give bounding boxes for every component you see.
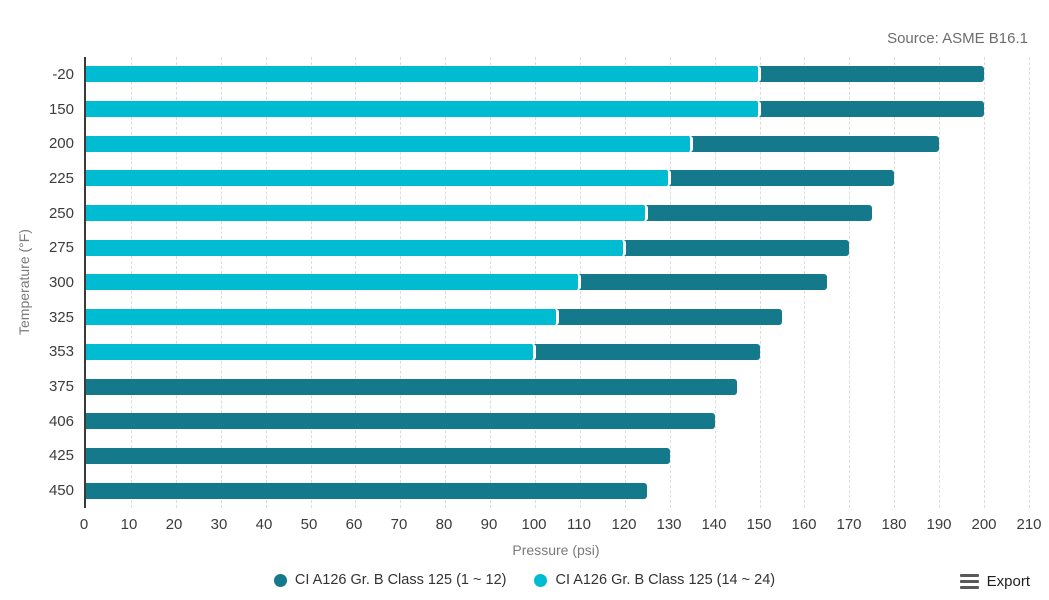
x-tick-label: 0 [79, 516, 89, 533]
bar-row [86, 439, 1029, 474]
x-tick-label: 130 [656, 516, 682, 533]
x-tick-label: 170 [836, 516, 862, 533]
bar-segment-class125-14-24 [86, 135, 693, 152]
y-axis-tick-labels: -20 150 200 225 250 275 300 325 353 375 406 425 450 [0, 57, 74, 508]
gridline [894, 57, 896, 508]
y-tick-label: 450 [48, 482, 74, 500]
gridline [984, 57, 986, 508]
x-tick-label: 120 [611, 516, 637, 533]
y-tick-label: 275 [48, 239, 74, 257]
bar-segment-class125-14-24 [86, 101, 760, 118]
x-tick-label: 140 [701, 516, 727, 533]
bar-row [86, 369, 1029, 404]
y-tick-label: 353 [48, 343, 74, 361]
bar-segment-class125-14-24 [86, 274, 580, 291]
bar-segment-class125-1-12 [86, 413, 715, 430]
y-tick-label: 250 [48, 204, 74, 222]
x-tick-label: 180 [881, 516, 907, 533]
hamburger-menu-icon [959, 574, 979, 589]
x-tick-label: 50 [300, 516, 318, 533]
y-tick-label: 300 [48, 273, 74, 291]
legend-item-class125-1-12[interactable]: CI A126 Gr. B Class 125 (1 ~ 12) [273, 572, 507, 588]
bar-segment-class125-14-24 [86, 66, 760, 83]
bar-segment-class125-14-24 [86, 170, 670, 187]
gridline [849, 57, 851, 508]
y-tick-label: 375 [48, 378, 74, 396]
x-tick-label: 30 [210, 516, 228, 533]
x-tick-label: 20 [165, 516, 183, 533]
bar-segment-class125-14-24 [86, 205, 648, 222]
bar-row [86, 57, 1029, 92]
x-tick-label: 190 [926, 516, 952, 533]
x-tick-label: 210 [1016, 516, 1042, 533]
bar-row [86, 404, 1029, 439]
legend-label: CI A126 Gr. B Class 125 (1 ~ 12) [294, 572, 507, 588]
bar-segment-class125-14-24 [86, 343, 536, 360]
bar-row [86, 230, 1029, 265]
x-tick-label: 150 [746, 516, 772, 533]
y-tick-label: 325 [48, 308, 74, 326]
export-button-label: Export [986, 573, 1030, 590]
x-axis-title: Pressure (psi) [512, 542, 600, 558]
y-tick-label: 225 [48, 169, 74, 187]
bar-segment-class125-1-12 [86, 378, 738, 395]
y-tick-label: 425 [48, 447, 74, 465]
gridline [1029, 57, 1030, 508]
x-tick-label: 60 [345, 516, 363, 533]
x-tick-label: 110 [567, 516, 591, 533]
x-tick-label: 100 [521, 516, 547, 533]
y-tick-label: -20 [52, 65, 74, 83]
gridline [939, 57, 941, 508]
bar-segment-class125-1-12 [86, 482, 648, 499]
legend-dot-icon [273, 573, 287, 587]
legend: CI A126 Gr. B Class 125 (1 ~ 12) CI A126… [0, 572, 1049, 588]
bar-row [86, 196, 1029, 231]
bar-row [86, 126, 1029, 161]
legend-dot-icon [534, 573, 548, 587]
y-tick-label: 406 [48, 412, 74, 430]
y-tick-label: 200 [48, 135, 74, 153]
bar-segment-class125-14-24 [86, 309, 558, 326]
x-tick-label: 80 [435, 516, 453, 533]
bar-row [86, 265, 1029, 300]
bar-segment-class125-14-24 [86, 239, 625, 256]
bar-row [86, 300, 1029, 335]
bar-segment-class125-1-12 [86, 447, 670, 464]
plot-area [84, 57, 1030, 508]
x-tick-label: 200 [971, 516, 997, 533]
x-tick-label: 160 [791, 516, 817, 533]
x-axis-tick-labels: 0 10 20 30 40 50 60 70 80 90 100 110 120 130 140 150 160… [80, 516, 1042, 534]
legend-label: CI A126 Gr. B Class 125 (14 ~ 24) [555, 572, 776, 588]
bar-row [86, 335, 1029, 370]
bar-row [86, 92, 1029, 127]
x-tick-label: 70 [390, 516, 408, 533]
legend-item-class125-14-24[interactable]: CI A126 Gr. B Class 125 (14 ~ 24) [534, 572, 775, 588]
x-tick-label: 40 [255, 516, 273, 533]
y-tick-label: 150 [48, 100, 74, 118]
x-tick-label: 90 [480, 516, 498, 533]
bar-row [86, 473, 1029, 508]
x-tick-label: 10 [120, 516, 138, 533]
bar-row [86, 161, 1029, 196]
source-note: Source: ASME B16.1 [887, 30, 1028, 47]
export-button[interactable]: Export [959, 573, 1030, 590]
